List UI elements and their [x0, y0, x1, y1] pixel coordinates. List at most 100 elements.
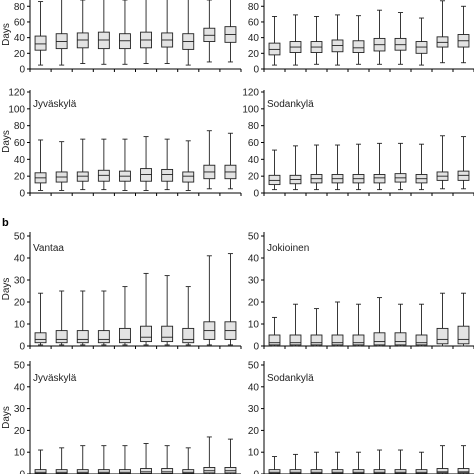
- panel-8-box: [331, 469, 344, 474]
- panel-8-box: [289, 469, 302, 474]
- panel-6-y-tick-label: 50: [248, 232, 260, 243]
- panel-7-box: [55, 469, 68, 474]
- panel-6-box: [289, 334, 302, 346]
- panel-1-y-tick-label: 40: [14, 33, 26, 44]
- panel-8-box: [436, 468, 449, 474]
- panel-6-y-tick-label: 30: [248, 276, 260, 287]
- panel-5-station-label: Vantaa: [33, 243, 64, 254]
- panel-7-box: [203, 467, 216, 474]
- panel-1-y-axis-label: Days: [1, 23, 12, 46]
- panel-3-box: [182, 171, 195, 183]
- panel-2-y-tick-label: 80: [248, 2, 260, 13]
- panel-6-station-label: Jokioinen: [267, 243, 309, 254]
- panel-8-y-tick-label: 40: [248, 382, 260, 393]
- panel-7-box: [97, 469, 110, 474]
- panel-8-station-label: Sodankylä: [267, 373, 314, 384]
- panel-6-box: [331, 334, 344, 346]
- panel-4-y-tick-label: 20: [248, 172, 260, 183]
- panel-6-y-tick-label: 40: [248, 254, 260, 265]
- panel-4-y-tick-label: 120: [242, 88, 259, 99]
- panel-3-station-label: Jyväskylä: [33, 99, 77, 110]
- panel-1-y-tick-label: 20: [14, 49, 26, 60]
- panel-5-box: [140, 325, 152, 343]
- panel-4-box: [373, 174, 386, 184]
- panel-7-y-tick-label: 30: [14, 404, 26, 415]
- panel-5-y-axis-label: Days: [1, 278, 12, 301]
- panel-3-y-tick-label: 80: [14, 121, 26, 132]
- panel-5-y-tick-label: 10: [14, 320, 26, 331]
- panel-7-y-tick-label: 20: [14, 426, 26, 437]
- panel-8-y-tick-label: 20: [248, 426, 260, 437]
- panel-7-y-tick-label: 50: [14, 361, 26, 372]
- panel-5-box: [34, 332, 47, 344]
- panel-8-box: [268, 469, 281, 474]
- panel-6-box: [373, 332, 386, 346]
- panel-1-box: [34, 35, 47, 51]
- panel-6-box: [268, 334, 281, 346]
- panel-8-box: [394, 469, 407, 474]
- panel-5-y-tick-label: 50: [14, 232, 26, 243]
- panel-8-box: [352, 469, 365, 474]
- panel-3-y-tick-label: 60: [14, 138, 26, 149]
- panel-5-y-tick-label: 0: [19, 342, 25, 353]
- panel-2-y-tick-label: 20: [248, 49, 260, 60]
- panel-6-box: [352, 334, 365, 346]
- panel-3-y-tick-label: 20: [14, 172, 26, 183]
- panel-7-station-label: Jyväskylä: [33, 373, 77, 384]
- panel-7-box: [119, 469, 131, 474]
- panel-4-y-tick-label: 40: [248, 155, 260, 166]
- panel-8-y-tick-label: 10: [248, 448, 260, 459]
- panel-5-box: [55, 330, 68, 344]
- panel-8-box: [415, 469, 428, 474]
- panel-7-y-tick-label: 40: [14, 382, 26, 393]
- panel-5-y-tick-label: 30: [14, 276, 26, 287]
- panel-7-y-tick-label: 10: [14, 448, 26, 459]
- panel-2-y-tick-label: 40: [248, 33, 260, 44]
- panel-3-y-tick-label: 0: [19, 189, 25, 200]
- panel-6-y-tick-label: 20: [248, 298, 260, 309]
- panel-5-box: [182, 327, 195, 344]
- panel-1-y-tick-label: 60: [14, 17, 26, 28]
- panel-7-y-tick-label: 0: [19, 470, 25, 474]
- panel-5-box: [76, 330, 89, 344]
- panel-1-y-tick-label: 0: [19, 65, 25, 76]
- panel-5-box: [161, 325, 174, 343]
- panel-7-box: [76, 469, 89, 474]
- panel-7-box: [161, 468, 174, 474]
- panel-8-y-tick-label: 50: [248, 361, 260, 372]
- panel-3-y-axis-label: Days: [1, 130, 12, 153]
- panel-6-box: [457, 325, 470, 345]
- panel-6-box: [415, 334, 428, 346]
- panel-7-box: [34, 469, 47, 474]
- panel-7-box: [140, 468, 152, 474]
- panel-7-box: [224, 467, 237, 474]
- panel-6-y-tick-label: 0: [253, 342, 259, 353]
- panel-2-box: [352, 40, 365, 53]
- panel-4-y-tick-label: 0: [253, 189, 259, 200]
- panel-5-box: [119, 327, 131, 344]
- panel-8-box: [457, 468, 470, 474]
- panel-3-y-tick-label: 100: [8, 104, 25, 115]
- panel-5-y-tick-label: 40: [14, 254, 26, 265]
- panel-4-station-label: Sodankylä: [267, 99, 314, 110]
- panel-8-y-tick-label: 30: [248, 404, 260, 415]
- panel-2-y-tick-label: 0: [253, 65, 259, 76]
- panel-7-y-axis-label: Days: [1, 406, 12, 429]
- panel-6-box: [310, 334, 323, 346]
- panel-3-y-tick-label: 40: [14, 155, 26, 166]
- panel-8-box: [373, 469, 386, 474]
- section-label: b: [2, 217, 9, 229]
- panel-4-y-tick-label: 60: [248, 138, 260, 149]
- panel-8-box: [310, 469, 323, 474]
- panel-6-y-tick-label: 10: [248, 320, 260, 331]
- panel-5-box: [97, 330, 110, 344]
- panel-5-y-tick-label: 20: [14, 298, 26, 309]
- panel-3-box: [161, 168, 174, 182]
- panel-4-y-tick-label: 100: [242, 104, 259, 115]
- panel-6-box: [394, 332, 407, 346]
- panel-4-y-tick-label: 80: [248, 121, 260, 132]
- panel-6-box: [436, 327, 449, 345]
- panel-8-y-tick-label: 0: [253, 470, 259, 474]
- panel-3-y-tick-label: 120: [8, 88, 25, 99]
